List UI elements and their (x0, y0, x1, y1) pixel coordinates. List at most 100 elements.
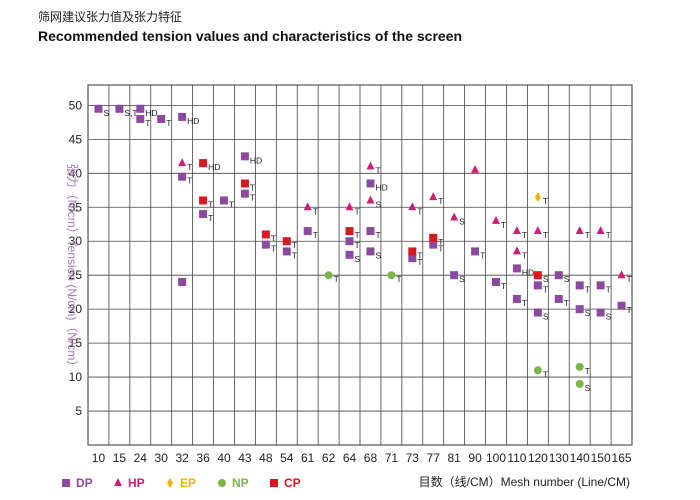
legend-cp-symbol (270, 479, 278, 487)
point-label: T (606, 284, 611, 294)
data-points (94, 104, 626, 388)
dp-point (303, 227, 312, 236)
x-tick-label: 30 (155, 451, 169, 465)
dp-point (554, 271, 563, 280)
x-tick-label: 130 (549, 451, 569, 465)
cp-point (429, 233, 438, 242)
x-tick-label: 61 (301, 451, 315, 465)
dp-point (366, 179, 375, 188)
y-tick-label: 50 (69, 98, 83, 112)
cp-point (199, 159, 208, 168)
legend-ep-symbol (167, 478, 173, 488)
np-point (533, 366, 542, 375)
point-label: T (417, 250, 422, 260)
point-label: T (166, 118, 171, 128)
point-label: T (585, 284, 590, 294)
point-label: S (355, 254, 361, 264)
point-label: T (606, 230, 611, 240)
dp-point (366, 227, 375, 236)
point-label: T (417, 206, 422, 216)
hp-point (366, 161, 375, 170)
dp-point (136, 114, 145, 123)
point-label: T (187, 162, 192, 172)
hp-point (471, 164, 480, 173)
point-label: S (543, 274, 549, 284)
x-tick-label: 90 (468, 451, 482, 465)
point-label: T (627, 274, 632, 284)
np-point (575, 362, 584, 371)
x-tick-label: 140 (570, 451, 590, 465)
dp-point (512, 294, 521, 303)
legend-hp-symbol (114, 478, 122, 486)
y-axis-label: 张力（N/cm）Tension (N/cm)（N/cm） (65, 164, 79, 373)
point-label: S (375, 199, 381, 209)
x-tick-label: 150 (591, 451, 611, 465)
dp-point (345, 237, 354, 246)
point-label: S (103, 108, 109, 118)
legend-cp-label: CP (284, 476, 301, 490)
np-point (575, 379, 584, 388)
point-label: HD (208, 162, 220, 172)
chart-subtitle: Recommended tension values and character… (38, 28, 463, 44)
x-tick-label: 54 (280, 451, 294, 465)
x-tick-label: 43 (238, 451, 252, 465)
point-label: S (459, 274, 465, 284)
cp-point (408, 247, 417, 256)
x-axis-label: 目数（线/CM）Mesh number (Line/CM) (419, 474, 630, 489)
point-label: T (375, 230, 380, 240)
hp-point (533, 226, 542, 235)
point-label: T (417, 257, 422, 267)
point-label: T (438, 244, 443, 254)
x-tick-label: 15 (113, 451, 127, 465)
dp-point (178, 172, 187, 181)
dp-point (366, 247, 375, 256)
dp-point (199, 210, 208, 219)
point-label: T (271, 233, 276, 243)
dp-point (282, 247, 291, 256)
dp-point (471, 247, 480, 256)
hp-point (345, 202, 354, 211)
legend-dp-symbol (62, 479, 70, 487)
point-label: HD (187, 116, 199, 126)
point-label: T (208, 213, 213, 223)
x-tick-label: 110 (507, 451, 526, 465)
y-tick-label: 35 (69, 200, 83, 214)
point-label: T (229, 199, 234, 209)
x-tick-label: 77 (427, 451, 441, 465)
dp-point (492, 277, 500, 286)
y-tick-label: 25 (69, 268, 83, 282)
hp-point (575, 226, 584, 235)
dp-point (178, 112, 187, 121)
point-label: T (334, 274, 339, 284)
point-label: T (627, 305, 632, 315)
point-label: S (606, 312, 612, 322)
point-label: T (187, 176, 192, 186)
point-annotations: S S,T HDT T HDTTTHDTTTTSTHDTSTTSTTHDTTSSTTST… (103, 108, 631, 393)
point-label: T (375, 166, 380, 176)
x-tick-label: 10 (92, 451, 106, 465)
cp-point (345, 227, 354, 236)
dp-point (345, 250, 354, 259)
dp-point (512, 264, 521, 273)
point-label: T (501, 220, 506, 230)
hp-point (450, 212, 459, 221)
point-label: T (313, 206, 318, 216)
point-label: S (585, 383, 591, 393)
point-label: T (543, 230, 548, 240)
y-tick-label: 5 (75, 404, 82, 418)
point-label: S (564, 274, 570, 284)
cp-point (199, 196, 208, 205)
x-tick-label: 62 (322, 451, 336, 465)
hp-point (303, 202, 312, 211)
point-label: S (543, 312, 549, 322)
hp-point (512, 246, 521, 255)
dp-point (533, 281, 542, 290)
point-label: T (522, 230, 527, 240)
hp-point (408, 202, 417, 211)
hp-point (429, 192, 438, 201)
point-label: T (438, 196, 443, 206)
point-label: S (459, 216, 465, 226)
point-label: T (501, 281, 506, 291)
chart-title: 筛网建议张力值及张力特征 (38, 10, 183, 24)
